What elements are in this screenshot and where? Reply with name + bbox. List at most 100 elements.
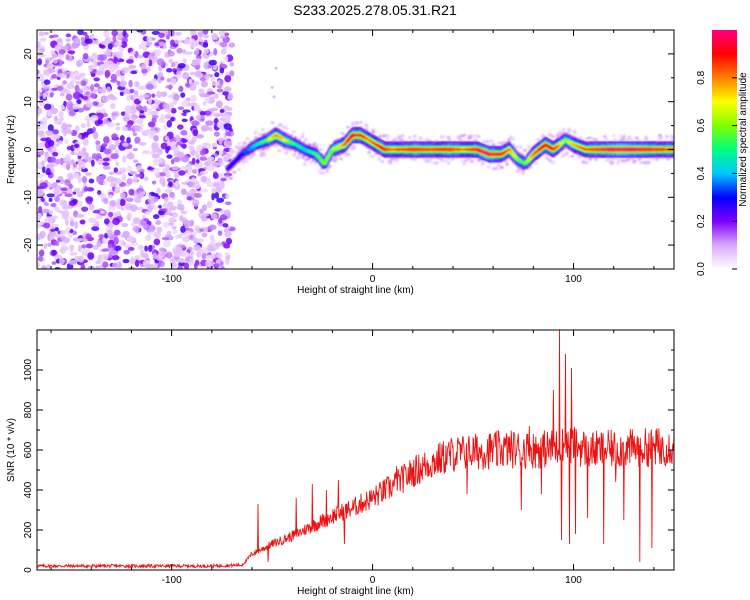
noise-cell: [129, 88, 135, 94]
noise-cell: [103, 218, 110, 225]
noise-cell: [144, 211, 150, 215]
ridge-halo: [407, 135, 412, 140]
noise-cell: [111, 112, 119, 117]
ridge-halo: [380, 160, 385, 164]
noise-cell: [169, 191, 175, 198]
ridge-halo: [257, 132, 262, 137]
noise-cell: [41, 208, 50, 214]
ridge-halo: [351, 144, 356, 148]
ridge-halo: [557, 132, 562, 136]
noise-cell: [129, 170, 137, 175]
noise-cell: [42, 85, 50, 89]
noise-cell: [219, 78, 224, 86]
noise-cell: [130, 70, 138, 75]
noise-cell: [214, 192, 220, 199]
ridge-halo: [646, 161, 651, 165]
noise-cell: [119, 168, 126, 173]
noise-cell: [47, 242, 52, 248]
noise-cell: [37, 173, 44, 179]
noise-cell: [119, 192, 126, 199]
noise-cell: [85, 172, 92, 176]
noise-cell: [41, 160, 45, 167]
noise-cell: [160, 76, 165, 81]
noise-cell: [166, 154, 173, 159]
ridge-halo: [638, 161, 643, 165]
noise-cell: [126, 95, 131, 102]
ridge-halo: [364, 124, 369, 129]
y-tick-label: 0: [23, 146, 34, 152]
noise-cell: [66, 188, 73, 194]
noise-cell: [219, 35, 228, 40]
noise-cell: [217, 230, 223, 236]
noise-cell: [162, 221, 170, 229]
ridge-halo: [443, 159, 448, 163]
noise-cell: [229, 70, 235, 77]
ridge-cell: [317, 156, 322, 159]
noise-cell: [46, 163, 55, 169]
ridge-halo: [440, 158, 445, 162]
noise-cell: [102, 165, 111, 170]
noise-cell: [166, 120, 173, 128]
noise-cell: [109, 247, 115, 255]
noise-cell: [39, 182, 48, 190]
noise-cell: [37, 69, 40, 75]
ridge-halo: [367, 150, 372, 155]
noise-cell: [152, 249, 157, 254]
noise-cell: [88, 203, 95, 211]
noise-cell: [69, 184, 74, 189]
ridge-halo: [274, 144, 279, 148]
ridge-halo: [245, 136, 250, 141]
ridge-halo: [301, 132, 306, 136]
noise-cell: [223, 55, 229, 63]
noise-cell: [201, 188, 209, 193]
noise-cell: [156, 226, 163, 233]
ridge-cell: [348, 136, 353, 139]
noise-cell: [82, 139, 89, 147]
noise-cell: [172, 227, 178, 235]
ridge-halo: [627, 135, 632, 139]
noise-cell: [76, 99, 82, 105]
noise-cell: [176, 70, 182, 75]
ridge-halo: [460, 159, 465, 163]
ridge-halo: [584, 136, 589, 141]
ridge-halo: [473, 138, 478, 142]
ridge-halo: [309, 160, 314, 164]
noise-cell: [113, 229, 121, 236]
noise-cell: [92, 131, 99, 140]
noise-cell: [106, 176, 115, 183]
noise-cell: [108, 171, 115, 175]
ridge-halo: [651, 157, 656, 162]
noise-cell: [65, 33, 72, 38]
noise-cell: [38, 249, 45, 257]
x-tick-label: 100: [565, 274, 582, 285]
ridge-cell: [346, 138, 352, 141]
noise-cell: [176, 250, 181, 257]
ridge-cell: [508, 150, 513, 153]
noise-cell: [81, 244, 87, 249]
ridge-halo: [354, 121, 359, 125]
y-tick-label: -20: [23, 237, 34, 252]
noise-cell: [132, 125, 141, 132]
ridge-halo: [270, 121, 275, 125]
noise-cell: [188, 78, 193, 85]
ridge-halo: [283, 125, 288, 129]
noise-cell: [110, 73, 118, 82]
noise-cell: [85, 101, 94, 108]
noise-cell: [46, 193, 55, 198]
noise-cell: [147, 244, 153, 253]
ridge-halo: [435, 161, 440, 165]
noise-cell: [126, 136, 131, 144]
noise-cell: [119, 198, 126, 207]
noise-cell: [219, 41, 228, 48]
noise-cell: [154, 171, 159, 176]
noise-cell: [93, 77, 100, 82]
noise-cell: [122, 155, 127, 163]
ridge-halo: [564, 151, 569, 155]
noise-cell: [112, 217, 120, 226]
ridge-cell: [324, 159, 329, 162]
noise-cell: [169, 76, 174, 82]
noise-cell: [181, 112, 187, 116]
noise-cell: [224, 140, 233, 148]
noise-cell: [206, 181, 215, 188]
noise-cell: [168, 181, 173, 187]
